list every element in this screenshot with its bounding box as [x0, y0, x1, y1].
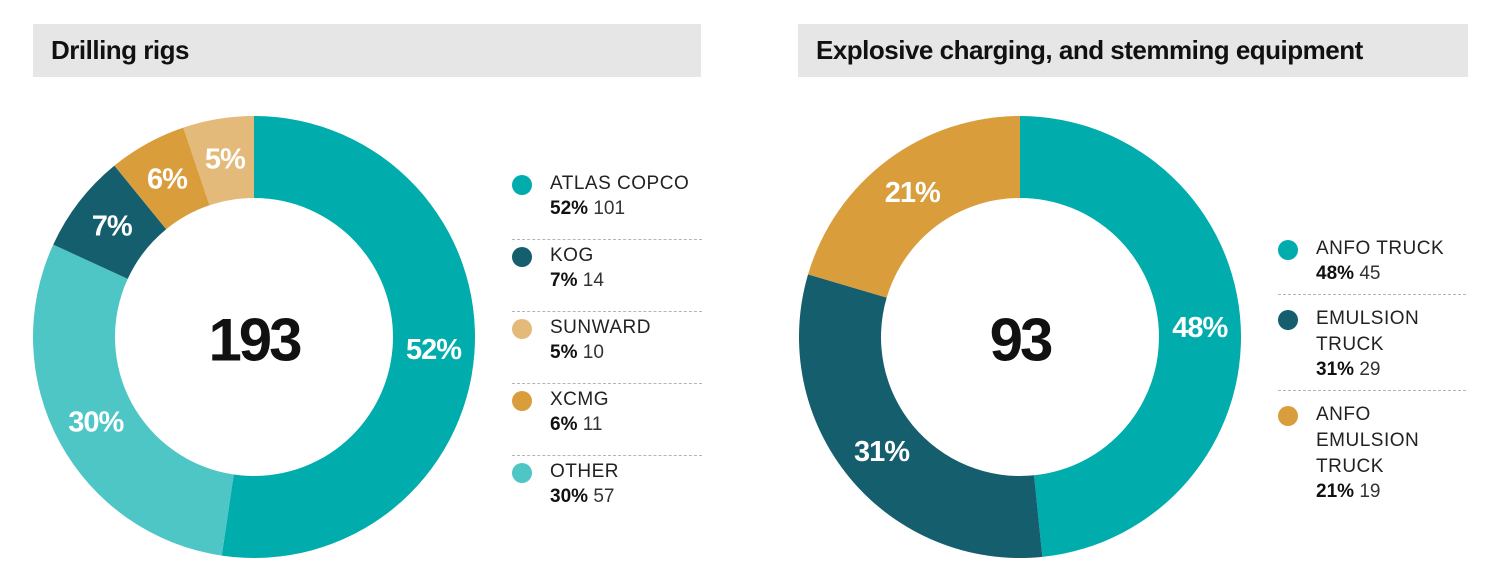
inner-dashed-ring [887, 204, 1153, 470]
legend-item-stats: 7% 14 [550, 269, 702, 293]
legend-item-xcmg: XCMG 6% 11 [512, 384, 702, 456]
legend-item-kog: KOG 7% 14 [512, 240, 702, 312]
legend-item-count: 57 [593, 486, 615, 507]
slice-label-anfo-emulsion-truck: 21% [885, 177, 941, 209]
legend-item-percent: 30% [550, 486, 589, 507]
inner-dashed-ring [121, 204, 387, 470]
legend-item-count: 11 [582, 414, 603, 435]
legend-item-sunward: SUNWARD 5% 10 [512, 312, 702, 384]
legend-item-stats: 6% 11 [550, 413, 702, 437]
legend-item-emulsion-truck: EMULSION TRUCK 31% 29 [1278, 303, 1466, 391]
slice-label-xcmg: 6% [147, 163, 188, 195]
legend-swatch [1278, 240, 1298, 260]
slice-label-atlas-copco: 52% [406, 334, 462, 366]
explosive-charging-legend: ANFO TRUCK 48% 45 EMULSION TRUCK 31% 29 … [1278, 233, 1466, 512]
legend-item-stats: 48% 45 [1316, 262, 1466, 286]
legend-item-percent: 52% [550, 198, 589, 219]
legend-item-atlas-copco: ATLAS COPCO 52% 101 [512, 168, 702, 240]
legend-item-count: 29 [1359, 359, 1381, 380]
legend-item-other: OTHER 30% 57 [512, 456, 702, 528]
legend-item-anfo-emulsion-truck: ANFO EMULSION TRUCK 21% 19 [1278, 399, 1466, 512]
legend-item-percent: 6% [550, 414, 578, 435]
legend-item-name: ANFO EMULSION TRUCK [1316, 404, 1420, 477]
center-total-label: 93 [990, 307, 1052, 374]
slice-label-emulsion-truck: 31% [854, 436, 910, 468]
legend-item-stats: 30% 57 [550, 485, 702, 509]
slice-emulsion-truck [799, 274, 1043, 559]
legend-swatch [512, 175, 532, 195]
legend-item-percent: 48% [1316, 263, 1355, 284]
explosive-charging-header: Explosive charging, and stemming equipme… [798, 24, 1468, 77]
slice-other [32, 244, 234, 556]
legend-item-percent: 21% [1316, 481, 1355, 502]
slice-anfo-truck [1020, 116, 1242, 557]
drilling-rigs-legend: ATLAS COPCO 52% 101 KOG 7% 14 SUNWARD 5%… [512, 168, 702, 528]
drilling-rigs-header: Drilling rigs [33, 24, 701, 77]
legend-item-stats: 52% 101 [550, 197, 702, 221]
legend-swatch [512, 391, 532, 411]
legend-item-name: OTHER [550, 461, 619, 482]
slice-xcmg [114, 127, 210, 230]
slice-atlas-copco [221, 116, 475, 558]
legend-item-stats: 5% 10 [550, 341, 702, 365]
legend-swatch [512, 247, 532, 267]
legend-item-percent: 31% [1316, 359, 1355, 380]
legend-item-name: XCMG [550, 389, 609, 410]
legend-item-name: EMULSION TRUCK [1316, 308, 1420, 355]
slice-anfo-emulsion-truck [808, 116, 1020, 298]
legend-swatch [1278, 406, 1298, 426]
slice-label-anfo-truck: 48% [1172, 312, 1228, 344]
explosive-charging-title: Explosive charging, and stemming equipme… [816, 35, 1363, 65]
legend-item-stats: 21% 19 [1316, 480, 1466, 504]
legend-item-count: 10 [582, 342, 604, 363]
legend-item-count: 19 [1359, 481, 1381, 502]
legend-item-name: KOG [550, 245, 594, 266]
legend-item-stats: 31% 29 [1316, 358, 1466, 382]
legend-item-count: 45 [1359, 263, 1381, 284]
legend-swatch [512, 463, 532, 483]
drilling-rigs-title: Drilling rigs [51, 35, 189, 65]
legend-item-percent: 5% [550, 342, 578, 363]
legend-item-name: ATLAS COPCO [550, 173, 690, 194]
legend-item-count: 101 [593, 198, 626, 219]
slice-label-kog: 7% [92, 211, 133, 243]
legend-item-name: ANFO TRUCK [1316, 238, 1445, 259]
slice-label-other: 30% [68, 407, 124, 439]
legend-item-percent: 7% [550, 270, 578, 291]
slice-sunward [183, 116, 254, 206]
legend-item-name: SUNWARD [550, 317, 651, 338]
legend-swatch [1278, 310, 1298, 330]
legend-item-anfo-truck: ANFO TRUCK 48% 45 [1278, 233, 1466, 295]
legend-item-count: 14 [582, 270, 604, 291]
center-total-label: 193 [208, 307, 301, 374]
slice-label-sunward: 5% [205, 143, 246, 175]
slice-kog [53, 165, 167, 279]
legend-swatch [512, 319, 532, 339]
